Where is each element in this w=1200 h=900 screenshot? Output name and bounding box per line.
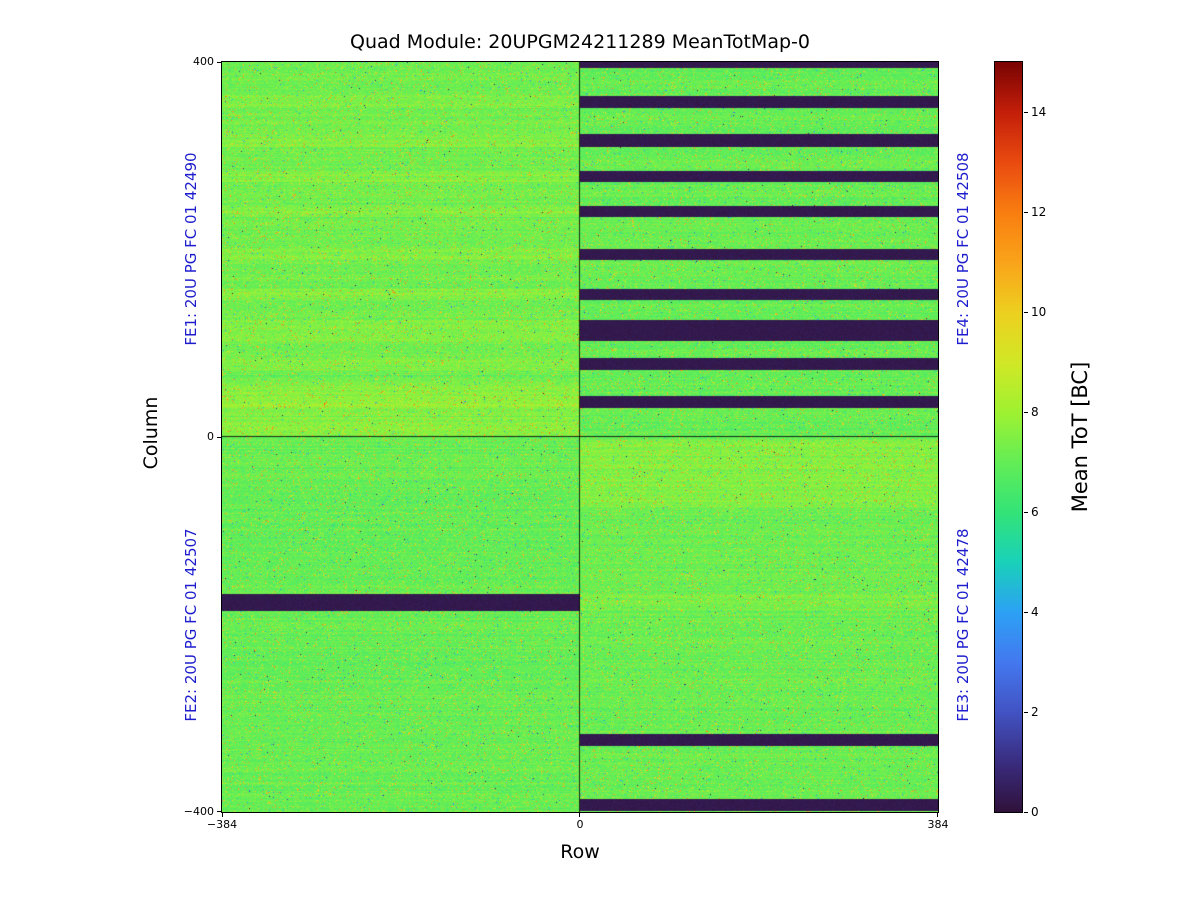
colorbar-tick-label: 12 xyxy=(1031,205,1047,219)
tick-mark xyxy=(1024,112,1028,113)
tick-mark xyxy=(1024,512,1028,513)
chart-title: Quad Module: 20UPGM24211289 MeanTotMap-0 xyxy=(350,31,810,53)
tick-mark xyxy=(1024,612,1028,613)
tick-mark xyxy=(217,437,221,438)
x-tick-label: 0 xyxy=(576,818,584,831)
heatmap-canvas xyxy=(222,62,938,812)
x-tick-label: 384 xyxy=(927,818,949,831)
tick-mark xyxy=(1024,712,1028,713)
colorbar-tick-label: 14 xyxy=(1031,105,1047,119)
tick-mark xyxy=(1024,312,1028,313)
colorbar-tick-label: 2 xyxy=(1031,705,1039,719)
tick-mark xyxy=(1024,412,1028,413)
colorbar-tick-label: 0 xyxy=(1031,805,1039,819)
heatmap-plot xyxy=(221,61,939,813)
colorbar-tick-label: 4 xyxy=(1031,605,1039,619)
x-axis-label: Row xyxy=(560,841,600,863)
fe1-label: FE1: 20U PG FC 01 42490 xyxy=(182,152,200,346)
fe4-label: FE4: 20U PG FC 01 42508 xyxy=(954,152,972,346)
y-axis-label: Column xyxy=(140,396,162,470)
colorbar-canvas xyxy=(995,62,1022,812)
tick-mark xyxy=(217,811,221,812)
fe2-label: FE2: 20U PG FC 01 42507 xyxy=(182,528,200,722)
colorbar-label: Mean ToT [BC] xyxy=(1068,361,1092,513)
tick-mark xyxy=(579,813,580,817)
colorbar xyxy=(994,61,1023,813)
tick-mark xyxy=(937,813,938,817)
tick-mark xyxy=(222,813,223,817)
y-tick-label: 400 xyxy=(193,55,214,68)
tick-mark xyxy=(1024,212,1028,213)
y-tick-label: 0 xyxy=(207,430,214,443)
colorbar-tick-label: 8 xyxy=(1031,405,1039,419)
fe3-label: FE3: 20U PG FC 01 42478 xyxy=(954,528,972,722)
x-tick-label: −384 xyxy=(206,818,238,831)
tick-mark xyxy=(1024,812,1028,813)
y-tick-label: −400 xyxy=(183,805,214,818)
tick-mark xyxy=(217,62,221,63)
colorbar-tick-label: 10 xyxy=(1031,305,1047,319)
colorbar-tick-label: 6 xyxy=(1031,505,1039,519)
